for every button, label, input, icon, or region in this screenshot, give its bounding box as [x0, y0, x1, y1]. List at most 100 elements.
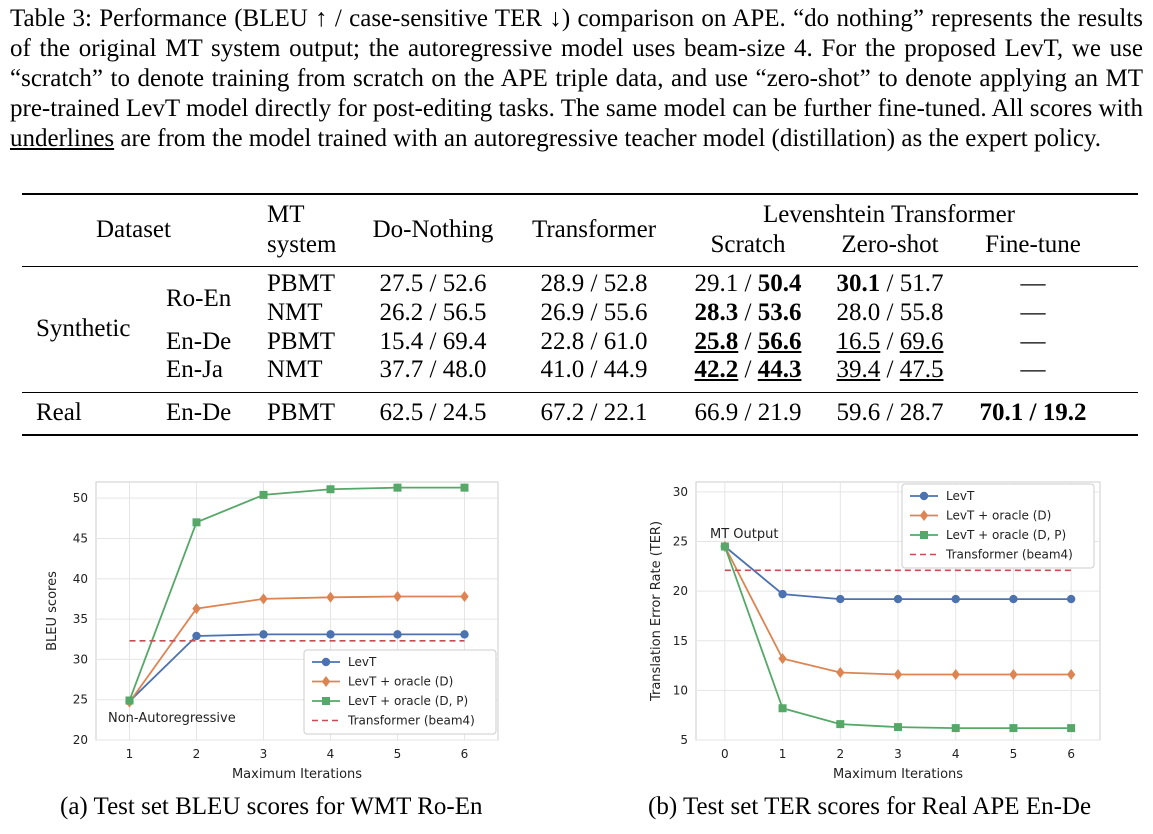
slash: / [738, 399, 758, 426]
zero-shot-bleu: 30.1 [836, 270, 881, 297]
data-point [1009, 724, 1018, 733]
row-transformer: 22.8 / 61.0 [540, 328, 648, 355]
legend-label: LevT + oracle (D, P) [946, 528, 1066, 542]
row-mt-system: PBMT [267, 399, 336, 426]
caption-text-1: Table 3: Performance (BLEU ↑ / case-sens… [10, 5, 1143, 122]
row-scratch: 42.2 / 44.3 [678, 356, 818, 384]
legend-label: LevT [946, 489, 975, 503]
x-tick-label: 4 [327, 747, 335, 761]
data-point [893, 669, 903, 681]
slash: / [738, 299, 758, 326]
data-point [1067, 724, 1076, 733]
data-point [259, 490, 268, 499]
ter-chart: 0 1 2 3 4 5 6 5 10 15 20 25 30 Maximum Iterations Tran… [649, 481, 1101, 780]
row-zero-shot: 28.0 / 55.8 [822, 299, 958, 327]
data-point [192, 603, 201, 615]
data-point [460, 590, 469, 602]
y-tick-label: 30 [73, 652, 88, 666]
x-tick-label: 3 [894, 747, 902, 761]
data-point [460, 630, 469, 639]
row-do-nothing: 62.5 / 24.5 [379, 399, 487, 426]
data-point [125, 696, 134, 705]
y-tick-label: 30 [673, 485, 688, 499]
row-zero-shot: 30.1 / 51.7 [822, 270, 958, 298]
subcaption-a: (a) Test set BLEU scores for WMT Ro-En [60, 793, 483, 820]
table-caption: Table 3: Performance (BLEU ↑ / case-sens… [10, 4, 1143, 154]
row-scratch: 66.9 / 21.9 [678, 399, 818, 427]
row-mt-system: PBMT [267, 328, 336, 355]
legend-label: LevT + oracle (D, P) [348, 694, 468, 708]
row-fine-tune: 70.1 / 19.2 [979, 399, 1087, 426]
row-fine-tune: — [1020, 328, 1046, 355]
scratch-bleu: 66.9 [694, 399, 739, 426]
table-header-rule [22, 266, 1138, 267]
row-transformer: 26.9 / 55.6 [540, 299, 648, 326]
row-mt-system: PBMT [267, 270, 336, 297]
legend-label: LevT + oracle (D) [946, 509, 1051, 523]
header-zero-shot: Zero-shot [841, 231, 939, 258]
scratch-bleu: 29.1 [694, 270, 739, 297]
row-do-nothing: 37.7 / 48.0 [379, 356, 487, 383]
zero-shot-ter: 55.8 [899, 299, 944, 326]
slash: / [880, 328, 900, 355]
series-line [128, 486, 465, 701]
row-transformer: 28.9 / 52.8 [540, 270, 648, 297]
legend-box [303, 649, 497, 735]
legend-box [901, 483, 1095, 569]
chart-annotation: Non-Autoregressive [108, 711, 236, 726]
zero-shot-ter: 28.7 [899, 399, 944, 426]
row-scratch: 29.1 / 50.4 [678, 270, 818, 298]
y-tick-label: 15 [673, 634, 688, 648]
data-point [326, 630, 335, 639]
legend-marker [321, 676, 331, 687]
data-point [1009, 594, 1018, 604]
legend-label: LevT + oracle (D) [348, 675, 453, 689]
row-do-nothing: 15.4 / 69.4 [379, 328, 487, 355]
row-zero-shot: 59.6 / 28.7 [822, 399, 958, 427]
header-mt-line2: system [267, 231, 337, 258]
y-axis-label: BLEU scores [45, 571, 60, 651]
scratch-ter: 50.4 [757, 270, 802, 297]
x-tick-label: 5 [1010, 747, 1018, 761]
row-zero-shot: 16.5 / 69.6 [822, 328, 958, 356]
data-point [778, 653, 787, 665]
scratch-bleu: 42.2 [694, 356, 739, 383]
subcaption-b: (b) Test set TER scores for Real APE En-… [648, 793, 1092, 820]
group-real: Real [36, 399, 82, 426]
legend-marker [919, 491, 929, 501]
data-point [1009, 669, 1018, 681]
table-group-rule [22, 392, 1138, 393]
header-transformer: Transformer [531, 216, 657, 243]
y-tick-label: 35 [73, 612, 88, 626]
y-tick-label: 50 [73, 491, 88, 505]
x-tick-label: 6 [461, 747, 469, 761]
data-point [259, 630, 268, 639]
header-levenshtein-transformer: Levenshtein Transformer [762, 201, 1016, 228]
legend-label: Transformer (beam4) [347, 714, 475, 728]
row-do-nothing: 27.5 / 52.6 [379, 270, 487, 297]
header-do-nothing: Do-Nothing [372, 216, 494, 243]
scratch-bleu: 25.8 [694, 328, 739, 355]
scratch-ter: 56.6 [757, 328, 802, 355]
legend-label: Transformer (beam4) [945, 548, 1073, 562]
zero-shot-ter: 47.5 [899, 356, 944, 383]
zero-shot-bleu: 39.4 [836, 356, 881, 383]
row-fine-tune: — [1020, 299, 1046, 326]
row-scratch: 25.8 / 56.6 [678, 328, 818, 356]
x-tick-label: 2 [836, 747, 844, 761]
slash: / [738, 270, 758, 297]
row-language-pair: En-De [166, 328, 232, 355]
slash: / [738, 356, 758, 383]
legend-label: LevT [348, 655, 377, 669]
x-tick-label: 1 [126, 747, 134, 761]
chart-annotation: MT Output [710, 527, 778, 542]
row-fine-tune: — [1020, 356, 1046, 383]
legend-marker [322, 697, 330, 705]
slash: / [880, 399, 900, 426]
y-axis-label: Translation Error Rate (TER) [649, 521, 664, 702]
data-point [720, 542, 729, 551]
row-transformer: 67.2 / 22.1 [540, 399, 648, 426]
x-axis-label: Maximum Iterations [833, 767, 963, 780]
scratch-bleu: 28.3 [694, 299, 739, 326]
